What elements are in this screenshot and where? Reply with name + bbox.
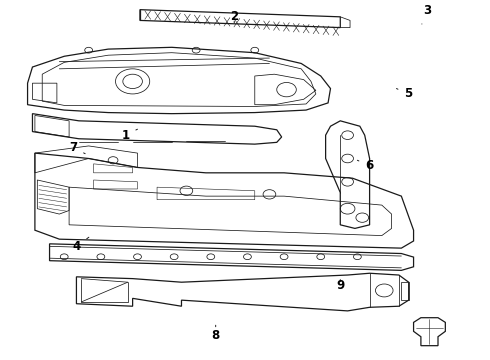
Text: 2: 2 [230, 10, 238, 23]
Text: 6: 6 [357, 159, 374, 172]
Text: 4: 4 [73, 237, 89, 253]
Text: 8: 8 [212, 325, 220, 342]
Text: 1: 1 [121, 129, 138, 142]
Text: 9: 9 [336, 279, 344, 292]
Text: 5: 5 [396, 87, 413, 100]
Text: 3: 3 [422, 4, 431, 24]
Text: 7: 7 [69, 141, 85, 154]
